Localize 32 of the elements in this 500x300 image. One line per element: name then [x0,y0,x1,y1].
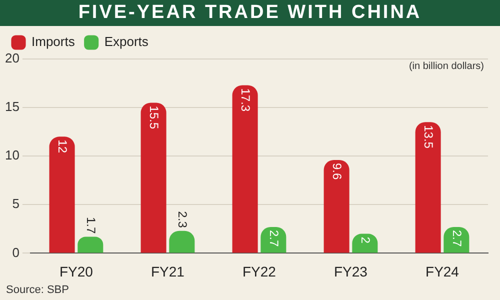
x-tick-label: FY20 [59,263,94,280]
source-note: Source: SBP [6,284,69,296]
bar [415,122,441,253]
bar [324,160,350,253]
data-label: 13.5 [422,125,436,149]
data-label: 1.7 [84,217,98,234]
chart-title: FIVE-YEAR TRADE WITH CHINA [0,0,500,26]
data-label: 17.3 [238,88,253,112]
y-tick-label: 0 [12,244,20,260]
bar [49,136,75,253]
bar [140,102,166,253]
data-label: 9.6 [330,162,344,180]
data-label: 2.7 [450,230,464,247]
data-label: 2 [358,236,373,244]
y-tick-label: 5 [12,196,20,212]
y-tick-label: 15 [4,99,20,114]
data-label: 2.7 [267,230,282,247]
data-label: 12 [56,140,70,154]
x-tick-label: FY21 [150,263,185,280]
bar [444,226,470,253]
x-tick-label: FY23 [334,263,368,280]
legend-label: Imports [32,34,76,50]
bar [260,226,286,253]
x-tick-label: FY22 [242,263,276,280]
bar [232,85,258,253]
y-tick-label: 20 [4,50,20,66]
legend-label: Exports [104,34,149,50]
data-label: 15.5 [147,106,162,130]
data-label: 2.3 [176,211,190,228]
annotation: (in billion dollars) [408,60,484,72]
x-tick-label: FY24 [426,263,460,280]
y-tick-label: 10 [4,148,20,163]
